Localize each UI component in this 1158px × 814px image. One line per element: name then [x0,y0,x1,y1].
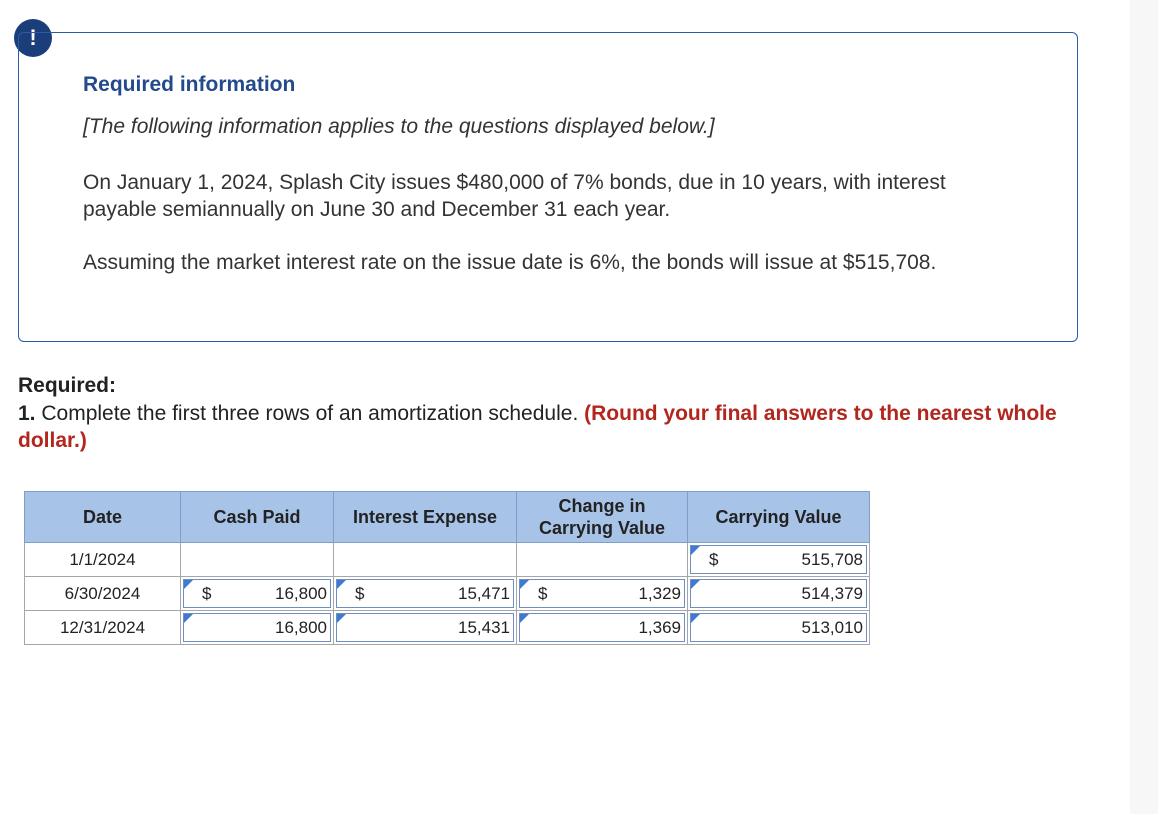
input-marker-icon [184,580,193,589]
input-value: 16,800 [275,617,327,637]
input-value: 15,471 [458,583,510,603]
change-cell [516,542,688,577]
carrying-value-cell: 514,379 [687,576,870,611]
carrying-value-cell: 513,010 [687,610,870,645]
change-cell: $ 1,329 [516,576,688,611]
alert-icon: ! [14,19,52,57]
currency-symbol: $ [709,549,719,569]
input-marker-icon [520,580,529,589]
cash-paid-cell [180,542,334,577]
input-marker-icon [184,614,193,623]
info-paragraph-2: Assuming the market interest rate on the… [83,251,937,274]
interest-expense-cell [333,542,517,577]
header-carrying-value: Carrying Value [687,491,870,543]
input-value: 16,800 [275,583,327,603]
interest-expense-input[interactable]: 15,431 [336,613,514,642]
input-marker-icon [337,580,346,589]
required-question: 1. Complete the first three rows of an a… [18,400,1118,454]
input-marker-icon [691,546,700,555]
table-row: 12/31/2024 16,800 15,431 1,369 [24,610,870,645]
cash-paid-cell: 16,800 [180,610,334,645]
carrying-value-input[interactable]: 513,010 [690,613,867,642]
row-date: 12/31/2024 [24,610,181,645]
currency-symbol: $ [538,583,548,603]
amortization-schedule: Date Cash Paid Interest Expense Change i… [24,491,870,645]
question-text: Complete the first three rows of an amor… [35,402,585,425]
required-heading: Required: [18,374,117,397]
row-date: 1/1/2024 [24,542,181,577]
input-value: 515,708 [801,549,863,569]
change-cell: 1,369 [516,610,688,645]
cash-paid-cell: $ 16,800 [180,576,334,611]
input-value: 1,329 [638,583,681,603]
carrying-value-input[interactable]: $ 515,708 [690,545,867,574]
currency-symbol: $ [202,583,212,603]
table-row: 6/30/2024 $ 16,800 $ 15,471 $ [24,576,870,611]
right-margin [1130,0,1158,814]
change-input[interactable]: $ 1,329 [519,579,685,608]
interest-expense-cell: $ 15,471 [333,576,517,611]
info-paragraph-1: On January 1, 2024, Splash City issues $… [83,171,946,221]
question-number: 1. [18,402,36,425]
interest-expense-input[interactable]: $ 15,471 [336,579,514,608]
currency-symbol: $ [355,583,365,603]
input-value: 514,379 [801,583,863,603]
carrying-value-input[interactable]: 514,379 [690,579,867,608]
header-interest-expense: Interest Expense [333,491,517,543]
carrying-value-cell: $ 515,708 [687,542,870,577]
input-marker-icon [337,614,346,623]
header-date: Date [24,491,181,543]
info-note: [The following information applies to th… [83,115,715,138]
input-value: 1,369 [638,617,681,637]
interest-expense-cell: 15,431 [333,610,517,645]
header-row: Date Cash Paid Interest Expense Change i… [24,491,870,543]
input-value: 15,431 [458,617,510,637]
required-information-box: Required information [The following info… [18,32,1078,342]
input-marker-icon [520,614,529,623]
cash-paid-input[interactable]: $ 16,800 [183,579,331,608]
row-date: 6/30/2024 [24,576,181,611]
change-input[interactable]: 1,369 [519,613,685,642]
header-change-in-carrying-value: Change in Carrying Value [516,491,688,543]
cash-paid-input[interactable]: 16,800 [183,613,331,642]
input-value: 513,010 [801,617,863,637]
table-row: 1/1/2024 $ 515,708 [24,542,870,577]
info-title: Required information [83,73,296,96]
input-marker-icon [691,614,700,623]
input-marker-icon [691,580,700,589]
header-cash-paid: Cash Paid [180,491,334,543]
rounding-instruction: (Round your final answers to the nearest… [18,402,1057,452]
